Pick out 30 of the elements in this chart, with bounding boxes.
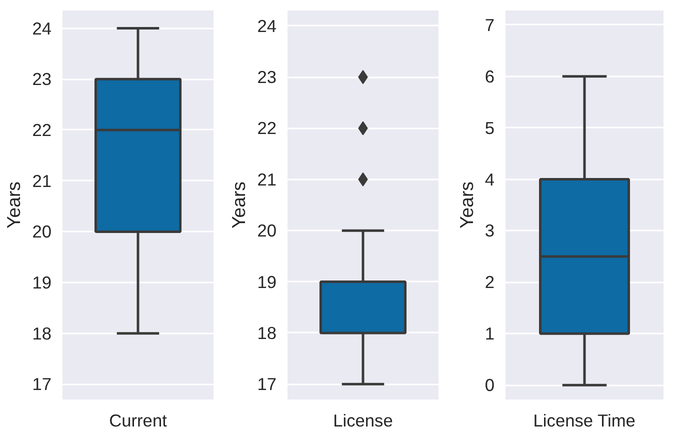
y-tick-label: 24 [32,18,52,38]
y-tick-label: 3 [484,220,495,241]
y-tick-label: 18 [32,323,52,344]
y-tick-label: 1 [484,324,495,344]
y-tick-label: 6 [484,66,495,86]
y-tick-label: 23 [32,69,52,90]
y-tick-label: 4 [484,169,495,190]
y-tick-label: 0 [484,375,495,396]
y-tick-label: 21 [257,169,277,190]
y-tick-label: 19 [257,272,277,292]
y-tick-label: 19 [32,272,52,293]
y-axis-title: Years [228,181,250,229]
y-tick-label: 22 [32,120,52,140]
y-axis-title: Years [3,181,24,229]
y-tick-label: 24 [257,16,277,36]
y-tick-label: 23 [257,67,277,88]
y-tick-label: 20 [257,220,277,241]
y-tick-label: 2 [484,272,495,292]
y-axis-title: Years [456,181,477,229]
y-tick-label: 7 [484,14,495,35]
y-tick-label: 17 [32,374,52,394]
y-tick-label: 20 [32,222,52,242]
y-tick-label: 17 [257,374,277,394]
x-tick-label: Current [109,410,168,430]
y-tick-label: 21 [32,170,52,191]
y-tick-label: 22 [257,118,277,138]
y-tick-label: 5 [484,118,495,138]
y-tick-label: 18 [257,322,277,343]
x-tick-label: License Time [533,410,636,430]
x-tick-label: License [333,410,393,430]
